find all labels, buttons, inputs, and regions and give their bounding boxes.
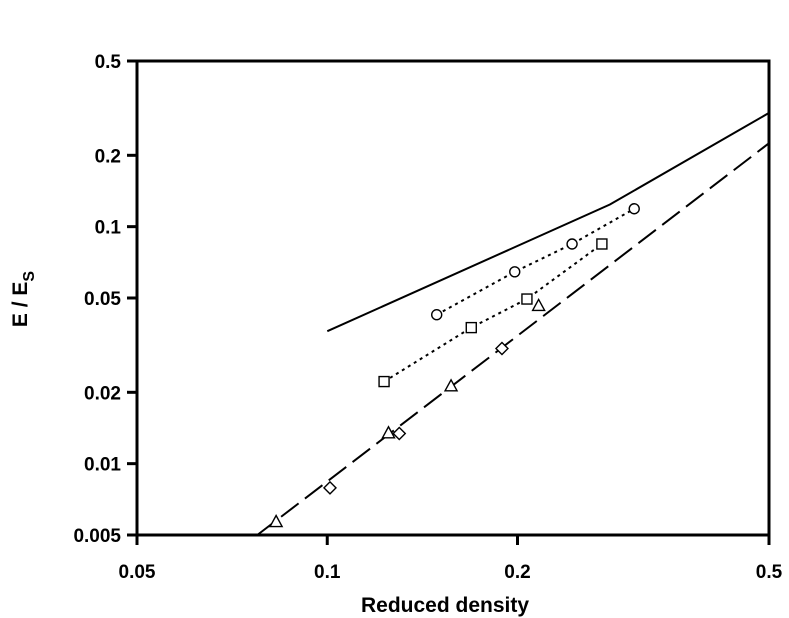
plot-frame: [135, 59, 771, 537]
point-square: [596, 238, 608, 250]
point-square: [465, 321, 477, 334]
point-triangle: [443, 378, 459, 392]
point-diamond: [322, 480, 337, 495]
y-axis-title-main: E / E: [9, 282, 32, 328]
point-diamond: [494, 341, 509, 356]
series-line-solid: [326, 112, 770, 333]
series-line-dotted: [383, 243, 603, 383]
series-line-dotted: [436, 207, 635, 316]
y-tick-label: 0.2: [95, 146, 121, 167]
y-tick-label: 0.1: [95, 218, 122, 239]
point-circle: [628, 203, 640, 215]
point-triangle: [268, 514, 284, 528]
x-tick-label: 0.2: [504, 562, 530, 583]
x-tick-label: 0.05: [119, 562, 156, 583]
y-tick-label: 0.02: [84, 383, 121, 404]
axis-ticks: 0.05 0.1 0.2 0.5 0.005 0.01 0.02 0.05 0.1 0.2 0.5: [73, 52, 782, 583]
y-axis-title-subscript: S: [21, 271, 38, 282]
x-tick-label: 0.1: [314, 562, 341, 583]
point-circle: [431, 309, 443, 321]
x-tick-label: 0.5: [756, 562, 783, 583]
series-line-long-dash: [256, 142, 770, 536]
plot-area: [256, 112, 770, 536]
point-circle: [509, 266, 521, 278]
point-triangle: [531, 298, 546, 312]
y-tick-label: 0.05: [84, 289, 121, 310]
x-axis-title: Reduced density: [361, 594, 529, 617]
point-circle: [566, 238, 578, 250]
y-tick-label: 0.5: [95, 52, 122, 73]
y-tick-label: 0.01: [84, 455, 121, 476]
point-diamond: [392, 426, 407, 441]
point-square: [378, 375, 390, 388]
y-tick-label: 0.005: [73, 526, 121, 547]
point-square: [521, 293, 533, 305]
y-axis-title: E / ES: [9, 271, 38, 328]
point-triangle: [381, 425, 396, 439]
